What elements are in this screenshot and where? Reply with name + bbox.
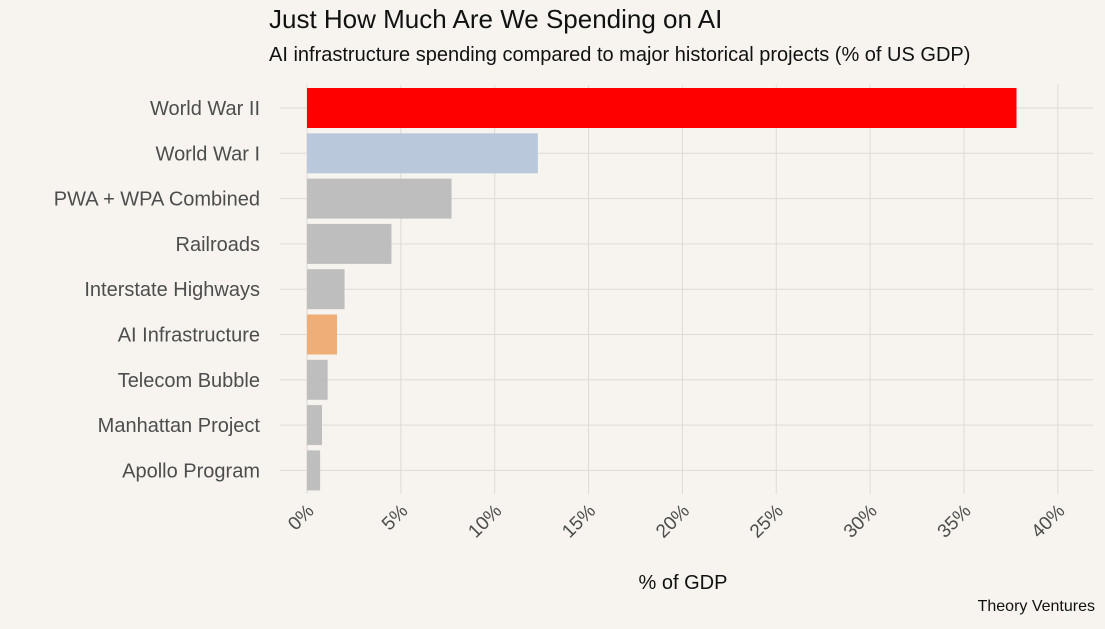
bar-manhattan-project xyxy=(307,405,323,446)
category-label: AI Infrastructure xyxy=(118,325,260,347)
category-label: World War II xyxy=(150,98,260,120)
bars xyxy=(307,88,1017,491)
category-label: Manhattan Project xyxy=(98,415,261,437)
category-label: World War I xyxy=(156,143,260,165)
bar-interstate-highways xyxy=(307,269,345,310)
category-labels: World War II World War I PWA + WPA Combine… xyxy=(54,98,261,482)
bar-world-war-i xyxy=(307,133,538,174)
x-tick-label: 40% xyxy=(1028,501,1070,543)
category-label: Interstate Highways xyxy=(84,279,260,301)
source-caption: Theory Ventures xyxy=(977,598,1095,615)
bar-ai-infrastructure xyxy=(307,314,338,355)
x-axis-title: % of GDP xyxy=(639,572,728,594)
chart-title: Just How Much Are We Spending on AI xyxy=(269,4,723,34)
bar-apollo-program xyxy=(307,450,321,491)
x-tick-label: 25% xyxy=(746,501,788,543)
x-tick-label: 15% xyxy=(558,501,600,543)
bar-telecom-bubble xyxy=(307,359,328,400)
category-label: Apollo Program xyxy=(122,460,260,482)
category-label: Railroads xyxy=(176,234,260,256)
bar-pwa-wpa-combined xyxy=(307,178,452,219)
bar-railroads xyxy=(307,223,392,264)
category-label: PWA + WPA Combined xyxy=(54,189,260,211)
x-tick-label: 30% xyxy=(840,501,882,543)
chart-subtitle: AI infrastructure spending compared to m… xyxy=(269,44,971,66)
x-tick-labels: 0% 5% 10% 15% 20% 25% 30% 35% 40% xyxy=(284,501,1069,543)
bar-world-war-ii xyxy=(307,88,1017,128)
x-tick-label: 35% xyxy=(934,501,976,543)
x-tick-label: 20% xyxy=(652,501,694,543)
x-tick-label: 10% xyxy=(464,501,506,543)
x-tick-label: 0% xyxy=(284,501,318,535)
category-label: Telecom Bubble xyxy=(118,370,260,392)
x-tick-label: 5% xyxy=(378,501,412,535)
